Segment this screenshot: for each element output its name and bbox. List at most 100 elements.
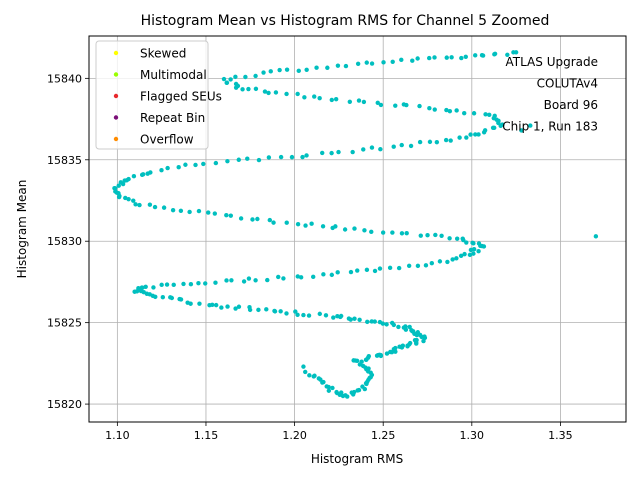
data-point [272, 308, 277, 314]
data-point [372, 268, 378, 274]
data-point [241, 279, 247, 284]
data-point [454, 236, 460, 241]
data-point [113, 189, 118, 194]
data-point [391, 144, 396, 149]
data-point [213, 280, 218, 285]
data-point [131, 174, 137, 179]
data-point [289, 154, 295, 160]
data-point [417, 139, 423, 145]
data-point [112, 185, 117, 191]
data-point [304, 67, 309, 72]
data-point [352, 316, 357, 321]
data-point [137, 202, 142, 208]
data-point [304, 153, 309, 158]
data-point [221, 76, 227, 82]
data-point [168, 295, 173, 300]
data-point [342, 227, 348, 232]
annotation-line: COLUTAv4 [537, 77, 598, 91]
data-point [277, 67, 282, 73]
data-point [365, 319, 370, 325]
data-point [375, 100, 380, 106]
data-point [450, 257, 455, 262]
data-point [427, 139, 433, 145]
data-point [197, 301, 202, 306]
run-annotation: ATLAS Upgrade COLUTAv4 Board 96 Chip 1, Run… [502, 55, 598, 134]
grid [89, 36, 626, 422]
data-point [362, 228, 367, 233]
data-point [492, 113, 497, 119]
data-point [118, 180, 123, 185]
legend: Skewed Multimodal Flagged SEUs Repeat Bin Ov… [95, 40, 222, 150]
data-point [284, 311, 289, 316]
data-point [481, 244, 487, 249]
y-axis-ticks: 15820 15825 15830 15835 15840 [47, 72, 89, 411]
data-point [487, 112, 492, 118]
data-point [256, 307, 261, 313]
data-point [384, 322, 389, 327]
data-point [233, 306, 238, 311]
data-point [171, 282, 176, 288]
data-point [470, 240, 475, 246]
data-point [393, 345, 398, 351]
data-point [307, 373, 312, 378]
data-point [378, 102, 384, 108]
data-point [408, 143, 414, 149]
data-point [433, 232, 438, 238]
data-point [233, 81, 239, 87]
data-point [178, 208, 184, 213]
data-point [303, 369, 308, 375]
data-point [348, 269, 354, 275]
data-point [181, 281, 186, 287]
x-tick-label: 1.25 [371, 429, 396, 442]
data-point [354, 358, 360, 364]
data-point [364, 60, 369, 65]
data-point [482, 128, 488, 133]
data-point [295, 274, 300, 279]
data-point [268, 69, 273, 74]
data-point [183, 162, 188, 167]
data-point [369, 145, 375, 150]
legend-label: Skewed [140, 47, 186, 61]
plot-frame [88, 35, 627, 423]
data-point [513, 50, 519, 55]
data-point [236, 157, 241, 162]
data-point [176, 165, 181, 170]
data-point [311, 274, 316, 280]
data-point [361, 147, 366, 152]
data-point [333, 96, 339, 102]
data-point [224, 278, 229, 283]
data-point [302, 95, 307, 100]
data-point [306, 313, 312, 318]
data-point [462, 110, 467, 116]
data-point [464, 240, 469, 245]
data-point [284, 67, 290, 72]
data-point [343, 63, 349, 69]
data-point [284, 91, 289, 97]
data-point [445, 259, 450, 265]
data-point [320, 150, 325, 156]
data-point [255, 216, 260, 222]
data-point [444, 55, 449, 60]
data-point [165, 165, 170, 171]
data-point [151, 285, 156, 290]
data-point [473, 132, 478, 137]
data-point [418, 233, 423, 238]
data-point [331, 315, 336, 320]
data-point [458, 253, 464, 259]
data-point [317, 311, 323, 317]
legend-box [95, 40, 209, 150]
data-point [338, 313, 344, 319]
data-point [330, 385, 335, 391]
data-point [261, 70, 266, 75]
data-point [345, 394, 350, 399]
data-point [425, 233, 430, 238]
data-point [476, 132, 481, 137]
data-point [203, 281, 208, 286]
data-point [401, 102, 407, 107]
data-point [326, 384, 331, 390]
data-point [139, 285, 145, 290]
legend-label: Flagged SEUs [140, 90, 222, 104]
x-tick-label: 1.35 [548, 429, 573, 442]
data-point [170, 207, 176, 213]
data-point [301, 364, 306, 369]
